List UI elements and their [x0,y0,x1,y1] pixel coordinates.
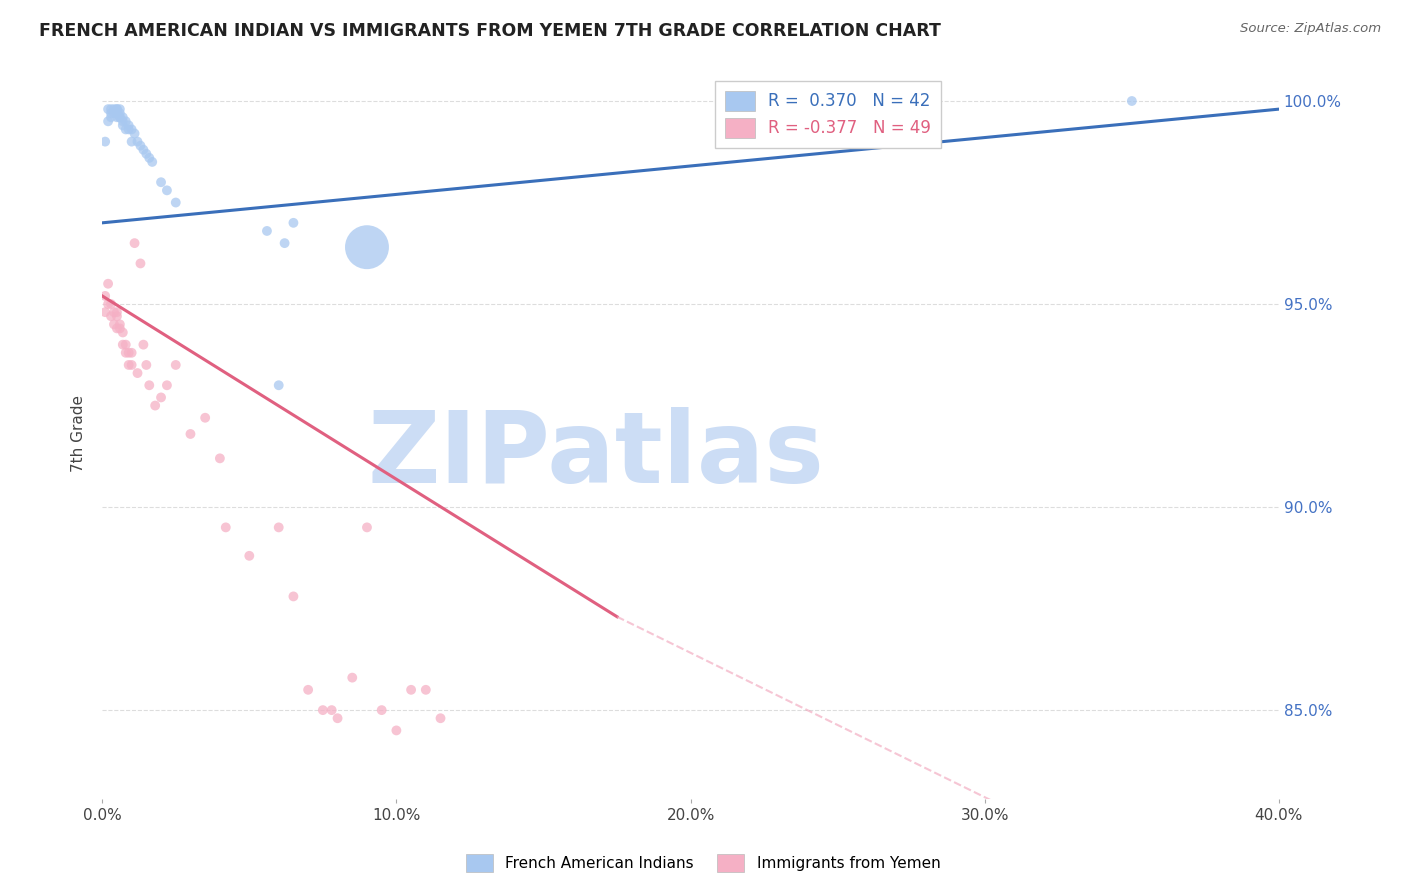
Point [129,256,152,270]
Point [118,345,141,359]
Text: Source: ZipAtlas.com: Source: ZipAtlas.com [1240,22,1381,36]
Point [103,102,125,116]
Point [156,183,179,197]
Point [100,110,122,124]
Point [165,195,187,210]
Point [97,102,120,116]
Point [108,318,131,332]
Point [127,135,149,149]
Point [256,224,278,238]
Legend: R =  0.370   N = 42, R = -0.377   N = 49: R = 0.370 N = 42, R = -0.377 N = 49 [714,80,941,148]
Point [111,114,134,128]
Point [105,102,128,116]
Point [121,122,143,136]
Point [150,175,173,189]
Text: FRENCH AMERICAN INDIAN VS IMMIGRANTS FROM YEMEN 7TH GRADE CORRELATION CHART: FRENCH AMERICAN INDIAN VS IMMIGRANTS FRO… [39,22,941,40]
Point [312,703,335,717]
Point [297,682,319,697]
Point [135,358,157,372]
Point [415,682,437,697]
Point [100,102,122,116]
Point [108,102,131,116]
Point [121,135,143,149]
Point [108,110,131,124]
Point [165,358,187,372]
Point [105,102,128,116]
Point [143,399,166,413]
Point [114,337,136,351]
Point [114,114,136,128]
Legend: French American Indians, Immigrants from Yemen: French American Indians, Immigrants from… [458,846,948,880]
Point [267,520,290,534]
Point [121,358,143,372]
Point [135,146,157,161]
Point [179,427,201,442]
Point [97,297,120,311]
Point [100,106,122,120]
Point [100,310,122,324]
Point [150,391,173,405]
Point [124,236,146,251]
Point [132,143,155,157]
Point [121,345,143,359]
Point [132,337,155,351]
Point [105,110,128,124]
Point [283,590,305,604]
Point [105,305,128,319]
Y-axis label: 7th Grade: 7th Grade [72,395,86,473]
Point [108,321,131,335]
Point [356,240,378,254]
Point [105,106,128,120]
Point [215,520,238,534]
Point [114,345,136,359]
Point [105,310,128,324]
Point [124,127,146,141]
Point [111,326,134,340]
Point [111,337,134,351]
Point [94,135,117,149]
Point [326,711,349,725]
Point [97,277,120,291]
Point [97,114,120,128]
Point [127,366,149,380]
Point [105,106,128,120]
Point [108,110,131,124]
Text: ZIPatlas: ZIPatlas [368,408,825,504]
Point [111,119,134,133]
Point [1121,94,1143,108]
Point [103,305,125,319]
Point [283,216,305,230]
Point [399,682,422,697]
Point [138,378,160,392]
Point [111,110,134,124]
Point [138,151,160,165]
Point [94,289,117,303]
Point [94,305,117,319]
Point [156,378,179,392]
Point [118,119,141,133]
Point [267,378,290,392]
Point [118,122,141,136]
Point [429,711,451,725]
Point [118,358,141,372]
Point [141,155,163,169]
Point [370,703,392,717]
Point [100,297,122,311]
Point [238,549,260,563]
Point [105,321,128,335]
Point [114,122,136,136]
Point [103,106,125,120]
Point [273,236,295,251]
Point [385,723,408,738]
Point [321,703,343,717]
Point [342,671,364,685]
Point [194,410,217,425]
Point [129,138,152,153]
Point [208,451,231,466]
Point [108,106,131,120]
Point [356,520,378,534]
Point [103,318,125,332]
